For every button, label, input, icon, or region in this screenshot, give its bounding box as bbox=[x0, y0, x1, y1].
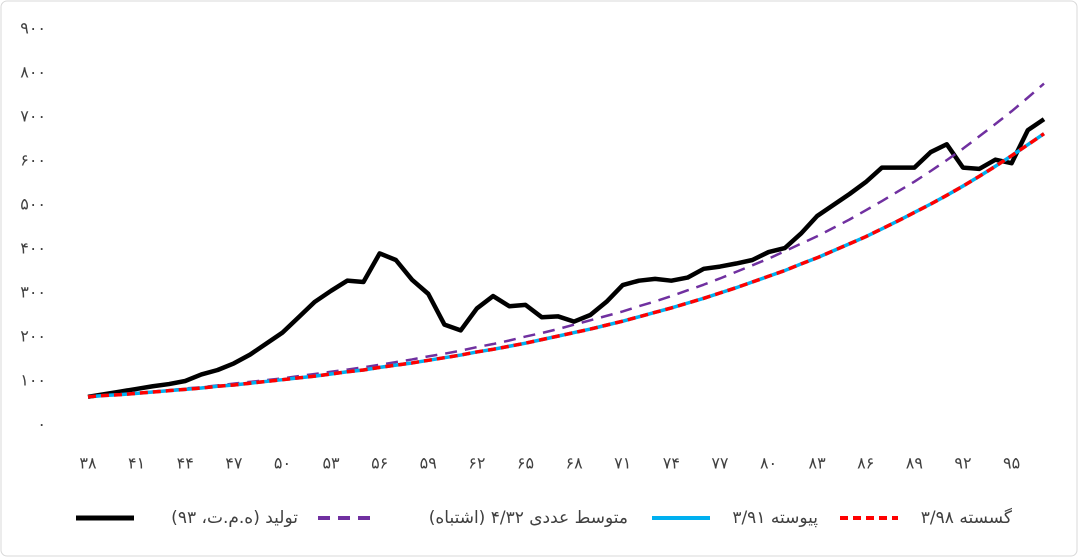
x-tick-label: ۵۹ bbox=[420, 454, 437, 473]
y-tick-label: ۰ bbox=[37, 415, 46, 434]
legend-label: گسسته ۳/۹۸ bbox=[921, 507, 1013, 528]
y-tick-label: ۳۰۰ bbox=[20, 283, 46, 302]
y-tick-label: ۷۰۰ bbox=[20, 107, 46, 126]
y-tick-label: ۲۰۰ bbox=[20, 327, 46, 346]
x-tick-label: ۷۷ bbox=[711, 454, 729, 473]
x-tick-label: ۴۱ bbox=[128, 454, 145, 473]
x-tick-label: ۶۵ bbox=[517, 454, 534, 473]
series-line bbox=[87, 117, 1046, 400]
x-tick-label: ۵۰ bbox=[274, 454, 291, 473]
y-tick-label: ۴۰۰ bbox=[20, 239, 46, 258]
x-tick-label: ۸۰ bbox=[760, 454, 777, 473]
x-tick-label: ۷۱ bbox=[614, 454, 631, 473]
legend-label: متوسط عددی ۴/۳۲ (اشتباه) bbox=[429, 508, 628, 528]
legend-label: پیوسته ۳/۹۱ bbox=[732, 508, 818, 528]
y-tick-label: ۹۰۰ bbox=[20, 19, 46, 38]
y-tick-label: ۶۰۰ bbox=[20, 151, 46, 170]
legend-label: تولید (ه.م.ت، ۹۳) bbox=[171, 508, 298, 528]
y-tick-label: ۵۰۰ bbox=[20, 195, 46, 214]
series-line bbox=[87, 132, 1045, 399]
x-tick-label: ۴۷ bbox=[225, 454, 243, 473]
y-tick-label: ۸۰۰ bbox=[20, 63, 46, 82]
x-tick-label: ۳۸ bbox=[79, 454, 97, 473]
x-tick-label: ۹۵ bbox=[1003, 454, 1020, 473]
x-tick-label: ۶۸ bbox=[566, 454, 584, 473]
y-tick-label: ۱۰۰ bbox=[20, 371, 46, 390]
x-tick-label: ۴۴ bbox=[177, 454, 194, 473]
x-tick-label: ۵۶ bbox=[371, 454, 388, 473]
x-tick-label: ۸۶ bbox=[857, 454, 874, 473]
x-tick-label: ۸۹ bbox=[906, 454, 923, 473]
x-tick-label: ۷۴ bbox=[663, 454, 680, 473]
x-tick-label: ۵۳ bbox=[322, 454, 340, 473]
x-tick-label: ۹۲ bbox=[954, 454, 971, 473]
x-tick-label: ۸۳ bbox=[809, 454, 827, 473]
x-tick-label: ۶۲ bbox=[468, 454, 485, 473]
